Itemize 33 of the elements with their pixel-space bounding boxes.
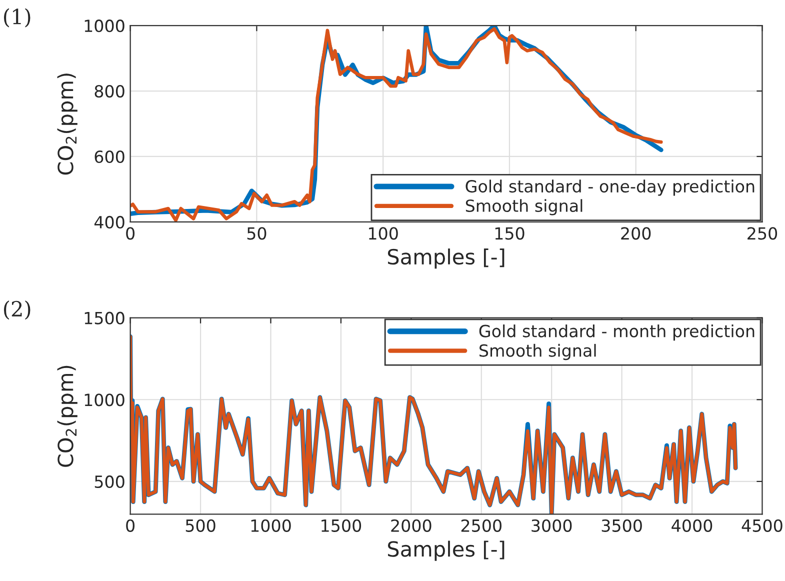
y-tick-label: 1000 [84,394,124,406]
x-tick-label: 4500 [742,519,782,532]
x-tick-label: 50 [247,227,266,240]
legend-label: Gold standard - month prediction [479,324,754,341]
x-tick-label: 100 [369,227,398,240]
x-tick-label: 0 [126,519,135,532]
x-tick-label: 1500 [322,519,362,532]
x-tick-label: 250 [748,227,778,240]
y-tick-label: 600 [94,150,124,164]
x-tick-label: 150 [495,227,524,240]
x-tick-label: 1000 [251,519,291,532]
text: (1) [4,8,30,28]
x-axis-title: Samples [-] [388,540,504,561]
x-tick-label: 3500 [602,519,642,532]
y-tick-label: 1500 [84,312,124,324]
x-tick-label: 500 [186,519,216,532]
legend-label: Gold standard - one-day prediction [466,180,754,196]
x-tick-label: 0 [126,227,135,240]
x-tick-label: 2500 [461,519,502,532]
y-axis-title: CO$_{2}$(ppm) [57,74,78,175]
y-tick-label: 400 [94,216,124,229]
legend-label: Smooth signal [480,344,596,360]
x-tick-label: 2000 [391,519,432,532]
y-tick-label: 500 [94,475,124,488]
y-axis-title: CO$_{2}$(ppm) [57,366,78,467]
x-tick-label: 3000 [532,519,572,532]
y-tick-label: 800 [94,84,124,98]
x-axis-title: Samples [-] [388,248,504,269]
x-tick-label: 4000 [672,519,712,532]
y-tick-label: 1000 [84,20,124,32]
legend-label: Smooth signal [466,199,582,216]
text: (2) [4,300,30,320]
x-tick-label: 200 [621,227,651,240]
